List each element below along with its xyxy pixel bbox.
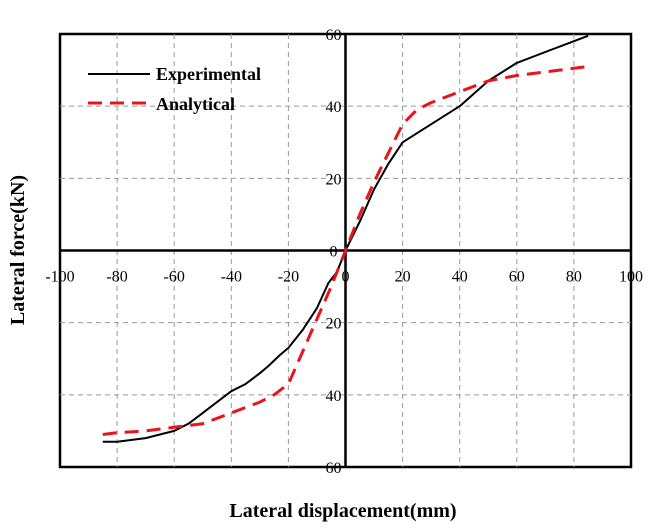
x-tick-label: -100 bbox=[45, 269, 74, 286]
x-tick-label: 40 bbox=[452, 269, 468, 286]
series-line-analytical bbox=[102, 65, 589, 436]
x-tick-label: 20 bbox=[395, 269, 411, 286]
y-tick-label: 60 bbox=[326, 460, 342, 477]
y-tick-label: 20 bbox=[326, 171, 342, 188]
x-tick-label: 80 bbox=[566, 269, 582, 286]
x-tick-label: -80 bbox=[106, 269, 127, 286]
x-tick-label: 60 bbox=[509, 269, 525, 286]
legend-label-analytical: Analytical bbox=[156, 94, 235, 114]
data-series bbox=[102, 34, 589, 443]
x-tick-label: -40 bbox=[221, 269, 242, 286]
y-tick-labels: 60 40 20 0 20 40 60 bbox=[326, 27, 342, 477]
x-tick-label: -20 bbox=[278, 269, 299, 286]
legend-label-experimental: Experimental bbox=[156, 64, 261, 84]
x-tick-label: -60 bbox=[164, 269, 185, 286]
y-axis-title: Lateral force(kN) bbox=[7, 175, 29, 325]
y-tick-label: 60 bbox=[326, 27, 342, 44]
x-tick-label: 0 bbox=[342, 269, 350, 286]
series-line-experimental bbox=[102, 34, 589, 443]
x-axis-title: Lateral displacement(mm) bbox=[229, 500, 456, 522]
x-tick-label: 100 bbox=[619, 269, 643, 286]
y-tick-label: 40 bbox=[326, 99, 342, 116]
x-tick-labels: -100 -80 -60 -40 -20 0 20 40 60 80 100 bbox=[45, 269, 643, 286]
y-tick-label: 0 bbox=[330, 244, 338, 261]
y-tick-label: 20 bbox=[326, 316, 342, 333]
legend: Experimental Analytical bbox=[88, 64, 261, 114]
y-tick-label: 40 bbox=[326, 388, 342, 405]
